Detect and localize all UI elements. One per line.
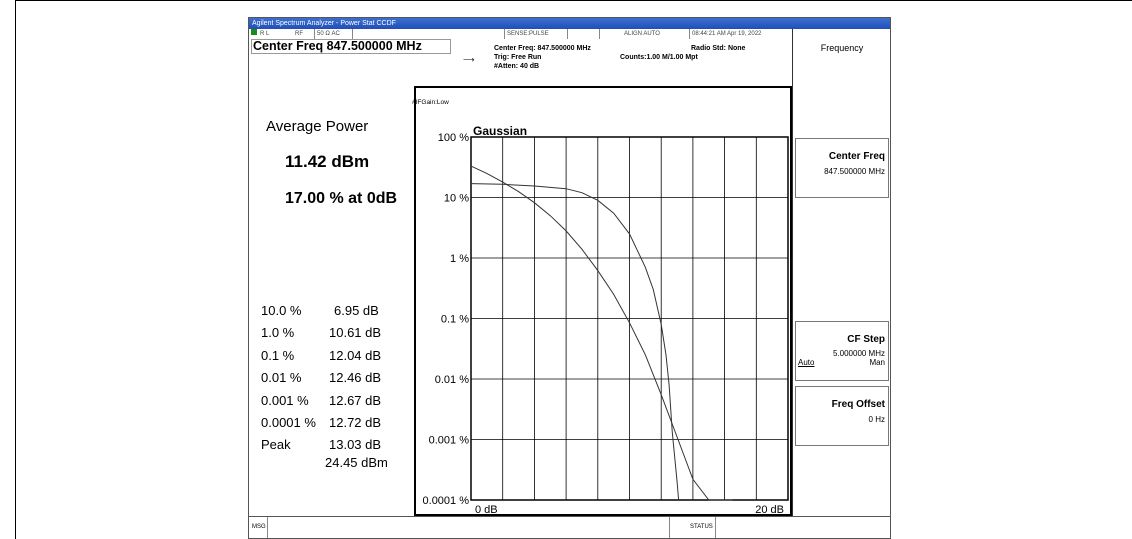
divider (567, 29, 570, 39)
center-freq-title: Center Freq 847.500000 MHz (253, 39, 422, 53)
peak-db-value: 13.03 dB (329, 437, 382, 452)
gaussian-reference-trace (470, 165, 733, 501)
y-tick-label: 0.0001 % (423, 495, 470, 507)
peak-dbm-value: 24.45 dBm (325, 455, 388, 470)
ccdf-row-label: 0.1 % (261, 348, 295, 363)
graph-frame (414, 86, 792, 516)
ccdf-graph: 100 % 10 % 1 % 0.1 % 0.01 % 0.001 % 0.0001 % Ga… (414, 86, 792, 530)
analyzer-window: Agilent Spectrum Analyzer - Power Stat C… (248, 17, 891, 539)
msg-label: MSG (252, 524, 266, 530)
trigger-readout: Trig: Free Run (494, 54, 542, 61)
ccdf-row-value: 12.67 dB (329, 393, 382, 408)
plot-border (470, 136, 789, 501)
ccdf-row-label: 10.0 % (261, 303, 302, 318)
results-panel: Average Power 11.42 dBm 17.00 % at 0dB 1… (249, 106, 414, 516)
divider (715, 517, 716, 538)
y-tick-label: 0.01 % (435, 374, 469, 386)
radio-std-readout: Radio Std: None (691, 45, 746, 52)
status-strip: R L RF 50 Ω AC SENSE:PULSE ALIGN AUTO 08… (249, 29, 792, 39)
ccdf-row-value: 12.04 dB (329, 348, 382, 363)
freq-offset-value: 0 Hz (868, 415, 885, 424)
center-freq-label: Center Freq (828, 151, 885, 162)
y-tick-label: 0.001 % (429, 435, 470, 447)
divider (669, 517, 670, 538)
center-freq-softkey[interactable]: Center Freq 847.500000 MHz (795, 138, 889, 198)
window-title: Agilent Spectrum Analyzer - Power Stat C… (249, 18, 890, 29)
chart-title: Gaussian (473, 124, 527, 138)
impedance-indicator: 50 Ω AC (314, 29, 340, 39)
cf-step-auto[interactable]: Auto (798, 358, 815, 367)
center-freq-box (251, 39, 451, 54)
cf-step-softkey[interactable]: CF Step 5.000000 MHz Auto Man (795, 321, 889, 381)
y-tick-label: 100 % (438, 132, 469, 144)
ccdf-row-label: 0.001 % (261, 393, 309, 408)
freq-offset-label: Freq Offset (831, 399, 885, 410)
rf-indicator: RF (295, 31, 303, 37)
center-freq-readout: Center Freq: 847.500000 MHz (494, 45, 591, 52)
center-freq-value: 847.500000 MHz (824, 167, 885, 176)
x-start-label: 0 dB (475, 504, 498, 516)
softkey-menu-title: Frequency (795, 29, 889, 89)
y-tick-label: 1 % (450, 253, 469, 265)
ccdf-row-value: 10.61 dB (329, 325, 382, 340)
measurement-bar: R L RF 50 Ω AC SENSE:PULSE ALIGN AUTO 08… (249, 29, 792, 106)
cf-step-value: 5.000000 MHz (832, 349, 885, 358)
atten-readout: #Atten: 40 dB (494, 63, 540, 70)
avg-power-value: 11.42 dBm (285, 152, 370, 171)
message-bar: MSG STATUS (249, 516, 890, 538)
ccdf-chart: 100 % 10 % 1 % 0.1 % 0.01 % 0.001 % 0.0001 % Ga… (414, 86, 792, 530)
avg-power-label: Average Power (266, 118, 369, 135)
ifgain-readout: #IFGain:Low (412, 99, 449, 106)
freq-offset-softkey[interactable]: Freq Offset 0 Hz (795, 386, 889, 446)
status-label: STATUS (690, 524, 713, 530)
ccdf-row-value: 6.95 dB (334, 303, 379, 318)
mode-indicator: R L (260, 31, 270, 37)
page-frame (15, 0, 1132, 539)
y-tick-label: 10 % (444, 193, 469, 205)
x-end-label: 20 dB (755, 504, 784, 516)
align-indicator: ALIGN AUTO (624, 31, 660, 37)
pct-at-0db: 17.00 % at 0dB (285, 190, 398, 207)
counts-readout: Counts:1.00 M/1.00 Mpt (620, 54, 698, 61)
status-led-icon (251, 29, 257, 35)
ccdf-row-value: 12.46 dB (329, 370, 382, 385)
ccdf-row-value: 12.72 dB (329, 415, 382, 430)
measured-ccdf-trace (470, 183, 680, 501)
ccdf-row-label: 1.0 % (261, 325, 295, 340)
divider (352, 29, 355, 39)
peak-label: Peak (261, 437, 291, 452)
divider (267, 517, 268, 538)
menu-title: Frequency (820, 43, 864, 53)
y-tick-label: 0.1 % (441, 314, 469, 326)
cf-step-man[interactable]: Man (869, 358, 885, 367)
ccdf-row-label: 0.0001 % (261, 415, 316, 430)
datetime: 08:44:21 AM Apr 19, 2022 (689, 29, 761, 39)
trigger-arrow-icon: ⟶ (463, 55, 475, 64)
sense-indicator: SENSE:PULSE (504, 29, 549, 39)
ccdf-row-label: 0.01 % (261, 370, 302, 385)
softkey-panel: Frequency Center Freq 847.500000 MHz CF … (792, 29, 890, 516)
cf-step-label: CF Step (847, 334, 885, 345)
divider (599, 29, 602, 39)
